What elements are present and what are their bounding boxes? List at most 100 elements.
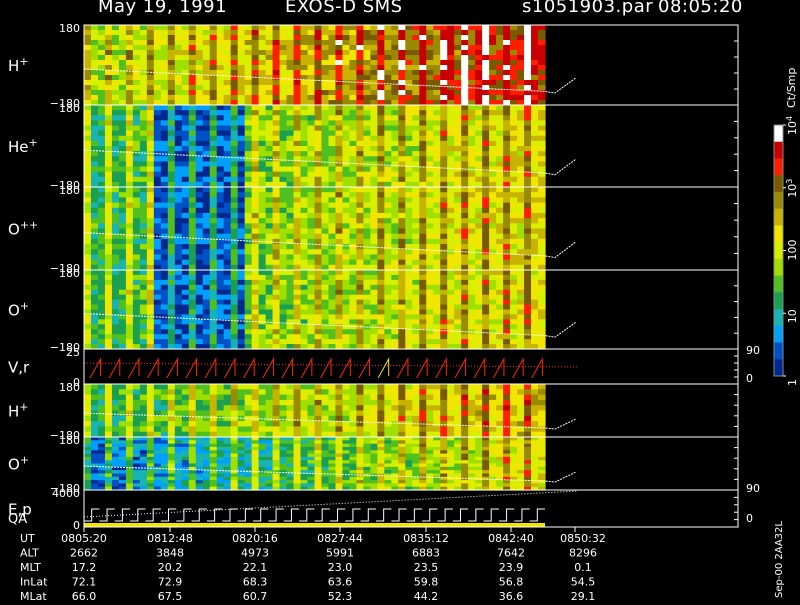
data-cell [167, 421, 176, 427]
data-cell [321, 426, 330, 433]
data-cell [223, 259, 232, 266]
data-cell [538, 294, 546, 301]
data-cell [496, 324, 504, 330]
data-cell [90, 207, 99, 214]
data-cell [461, 100, 469, 106]
data-cell [349, 394, 358, 401]
data-cell [356, 151, 364, 157]
data-cell [237, 171, 246, 178]
data-cell [482, 218, 490, 224]
data-cell [321, 309, 330, 316]
data-cell [538, 65, 546, 71]
data-cell [440, 156, 448, 162]
data-cell [454, 339, 462, 345]
data-cell [118, 470, 127, 475]
data-cell [174, 309, 183, 316]
data-cell [503, 207, 511, 214]
data-cell [447, 25, 455, 31]
data-cell [433, 70, 441, 76]
data-cell [398, 171, 406, 178]
data-cell [412, 192, 420, 198]
data-cell [510, 100, 518, 106]
data-cell [363, 30, 371, 36]
data-cell [321, 399, 330, 406]
data-cell [139, 202, 148, 209]
data-cell [146, 202, 155, 209]
data-cell [300, 329, 309, 335]
data-cell [489, 197, 497, 204]
data-cell [90, 156, 99, 162]
data-cell [125, 218, 134, 224]
data-cell [160, 309, 169, 316]
data-cell [188, 85, 197, 91]
data-cell [258, 197, 267, 204]
data-cell [314, 90, 323, 96]
data-cell [538, 50, 546, 56]
data-cell [531, 319, 539, 325]
data-cell [489, 95, 497, 101]
data-cell [300, 75, 309, 81]
data-cell [188, 238, 197, 245]
data-cell [496, 233, 504, 240]
data-cell [349, 151, 358, 157]
data-cell [244, 151, 253, 157]
data-cell [440, 244, 448, 250]
data-cell [181, 30, 190, 36]
data-cell [237, 415, 246, 422]
data-cell [335, 50, 344, 56]
data-cell [216, 60, 225, 66]
data-cell [510, 299, 518, 306]
data-cell [230, 319, 239, 325]
data-cell [384, 334, 392, 340]
data-cell [90, 212, 99, 219]
data-cell [111, 55, 120, 61]
data-cell [84, 394, 92, 401]
data-cell [314, 65, 323, 71]
data-cell [349, 90, 358, 96]
data-cell [538, 166, 546, 173]
data-cell [510, 394, 518, 401]
data-cell [412, 394, 420, 401]
data-cell [265, 270, 274, 276]
data-cell [391, 30, 399, 36]
data-cell [251, 140, 260, 147]
data-cell [153, 171, 162, 178]
data-cell [510, 187, 518, 193]
data-cell [279, 125, 288, 132]
data-cell [454, 324, 462, 330]
data-cell [230, 244, 239, 250]
data-cell [230, 166, 239, 173]
data-cell [349, 279, 358, 286]
data-cell [335, 299, 344, 306]
data-cell [363, 249, 371, 256]
data-cell [321, 60, 330, 66]
data-cell [405, 279, 413, 286]
data-cell [482, 233, 490, 240]
data-cell [223, 90, 232, 96]
data-cell [272, 40, 281, 46]
data-cell [146, 324, 155, 330]
data-cell [174, 399, 183, 406]
data-cell [111, 228, 120, 235]
data-cell [349, 202, 358, 209]
data-cell [440, 405, 448, 412]
data-cell [419, 233, 427, 240]
data-cell [216, 233, 225, 240]
data-cell [111, 334, 120, 340]
data-cell [370, 421, 378, 427]
data-cell [412, 238, 420, 245]
data-cell [195, 299, 204, 306]
data-cell [454, 334, 462, 340]
data-cell [167, 389, 176, 396]
data-cell [279, 187, 288, 193]
data-cell [419, 264, 427, 271]
data-cell [475, 166, 483, 173]
data-cell [335, 187, 344, 193]
data-cell [419, 65, 427, 71]
data-cell [377, 146, 385, 152]
data-cell [426, 85, 434, 91]
data-cell [286, 394, 295, 401]
data-cell [111, 238, 120, 245]
data-cell [125, 176, 134, 183]
data-cell [188, 192, 197, 198]
